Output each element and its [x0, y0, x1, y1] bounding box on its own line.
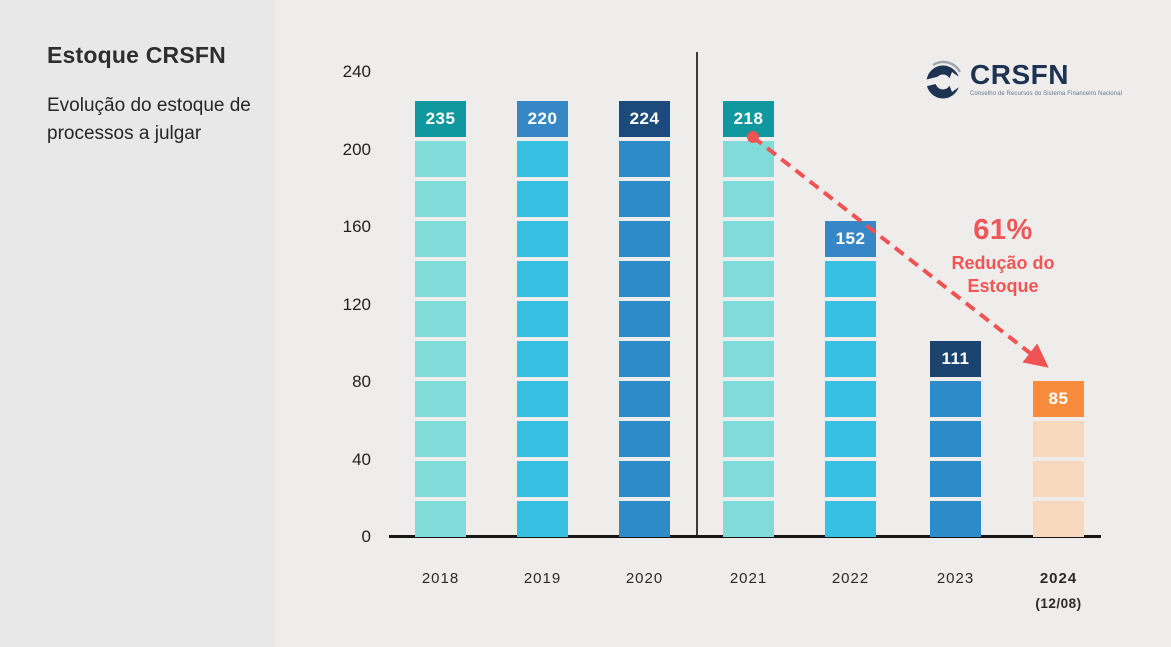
bar-segment: [930, 461, 981, 497]
bar-segment: [619, 341, 670, 377]
bar-segment: [930, 421, 981, 457]
bar-segment: [517, 341, 568, 377]
bar-segment: [415, 221, 466, 257]
bar-segment: [517, 181, 568, 217]
bar-segment: [825, 501, 876, 537]
reduction-annotation: 61% Redução do Estoque: [922, 214, 1084, 299]
bar-value-label: 152: [825, 221, 876, 257]
bar-value-label: 224: [619, 101, 670, 137]
bar-segment: [930, 501, 981, 537]
bar-2021: 218: [723, 101, 774, 537]
bar-2022: 152: [825, 221, 876, 537]
y-tick-label: 200: [342, 139, 371, 159]
bar-segment: [825, 341, 876, 377]
logo-text-block: CRSFN Conselho de Recursos do Sistema Fi…: [970, 58, 1123, 98]
x-tick-label: 2020: [625, 570, 664, 587]
bar-segment: [415, 261, 466, 297]
bar-segment: [723, 421, 774, 457]
x-tick-label: 2021: [729, 570, 768, 587]
bar-segment: [415, 461, 466, 497]
bar-segment: [619, 141, 670, 177]
y-tick-label: 80: [352, 372, 371, 391]
reduction-label: Redução do Estoque: [951, 253, 1055, 297]
bar-value-label: 218: [723, 101, 774, 137]
bar-segment: [825, 421, 876, 457]
x-tick-label: 2018: [421, 570, 460, 587]
bar-segment: [825, 381, 876, 417]
bar-segment: [723, 141, 774, 177]
bar-segment: [1033, 461, 1084, 497]
bar-segment: [723, 381, 774, 417]
bar-segment: [825, 261, 876, 297]
bar-segment: [825, 301, 876, 337]
bar-segment: [723, 301, 774, 337]
bar-2019: 220: [517, 101, 568, 537]
bar-segment: [415, 141, 466, 177]
bar-segment: [619, 461, 670, 497]
bar-segment: [517, 501, 568, 537]
bar-segment: [517, 261, 568, 297]
bar-segment: [619, 261, 670, 297]
bar-value-label: 111: [930, 341, 981, 377]
bar-segment: [930, 381, 981, 417]
bar-segment: [723, 501, 774, 537]
bar-segment: [619, 221, 670, 257]
logo-wordmark: CRSFN: [970, 59, 1069, 90]
y-tick-label: 0: [361, 527, 371, 546]
crsfn-logo-icon: [922, 60, 966, 99]
bar-segment: [619, 421, 670, 457]
sidebar: Estoque CRSFN Evolução do estoque de pro…: [0, 0, 275, 647]
bar-segment: [415, 301, 466, 337]
bar-segment: [517, 141, 568, 177]
bar-segment: [723, 461, 774, 497]
bar-segment: [415, 381, 466, 417]
page-subtitle: Evolução do estoque de processos a julga…: [47, 95, 251, 144]
bar-value-label: 220: [517, 101, 568, 137]
y-tick-label: 240: [342, 62, 371, 81]
bar-2023: 111: [930, 341, 981, 537]
bar-segment: [619, 301, 670, 337]
x-tick-sublabel: (12/08): [1035, 596, 1082, 611]
x-tick-label: 2024: [1039, 570, 1078, 587]
page-title: Estoque CRSFN: [47, 42, 226, 68]
bar-segment: [517, 381, 568, 417]
bar-2020: 224: [619, 101, 670, 537]
x-tick-label: 2022: [831, 570, 870, 587]
bar-segment: [723, 221, 774, 257]
bar-segment: [723, 261, 774, 297]
bar-segment: [619, 381, 670, 417]
bar-segment: [619, 181, 670, 217]
reduction-percent: 61%: [973, 214, 1033, 246]
crsfn-logo: CRSFN Conselho de Recursos do Sistema Fi…: [922, 58, 1122, 102]
bar-value-label: 85: [1033, 381, 1084, 417]
bar-segment: [825, 461, 876, 497]
bar-segment: [517, 221, 568, 257]
bar-segment: [723, 341, 774, 377]
bar-segment: [415, 181, 466, 217]
x-tick-label: 2023: [936, 570, 975, 587]
logo-tagline: Conselho de Recursos do Sistema Financei…: [970, 91, 1123, 97]
y-tick-label: 40: [352, 449, 371, 469]
bar-segment: [723, 181, 774, 217]
bar-segment: [415, 341, 466, 377]
bar-segment: [415, 421, 466, 457]
x-tick-label: 2019: [523, 570, 562, 587]
bar-segment: [1033, 421, 1084, 457]
y-tick-label: 120: [342, 294, 371, 314]
bar-segment: [517, 461, 568, 497]
bar-value-label: 235: [415, 101, 466, 137]
bar-segment: [517, 301, 568, 337]
bar-segment: [619, 501, 670, 537]
bar-2024: 85: [1033, 381, 1084, 537]
period-divider-line: [696, 52, 698, 537]
bar-2018: 235: [415, 101, 466, 537]
bar-segment: [415, 501, 466, 537]
y-tick-label: 160: [342, 217, 371, 236]
bar-segment: [1033, 501, 1084, 537]
bar-segment: [517, 421, 568, 457]
